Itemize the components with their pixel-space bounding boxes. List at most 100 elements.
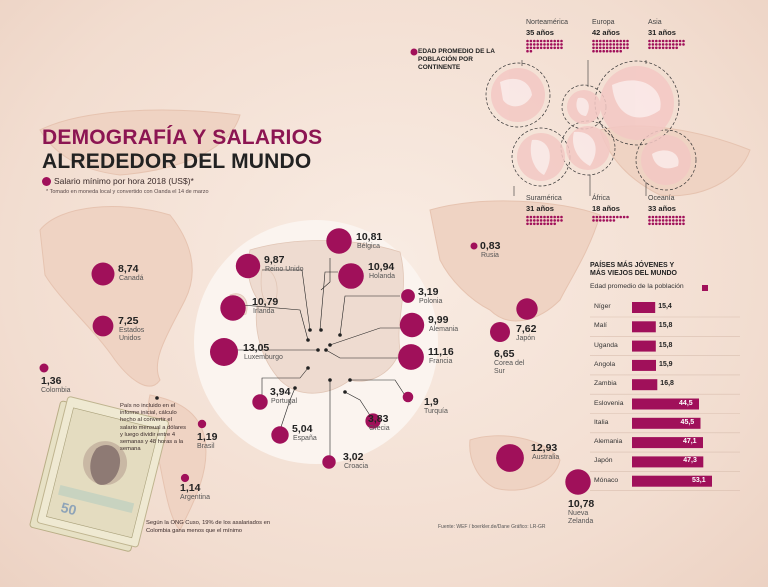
age-dot-europa <box>602 46 605 50</box>
country-name-nueva-zelanda: Nueva Zelanda <box>568 510 594 525</box>
age-dot-norteamerica <box>546 43 550 46</box>
age-dot-norteamerica <box>526 39 529 43</box>
age-dot-oceania <box>651 219 655 222</box>
age-dot-europa <box>612 49 616 53</box>
continent-age-norteamerica: 35 años <box>526 28 554 37</box>
age-dot-europa <box>616 39 619 43</box>
age-dot-suramerica <box>536 215 539 219</box>
bar-zambia <box>632 379 658 391</box>
age-dot-oceania <box>658 222 661 226</box>
age-dot-suramerica <box>543 215 546 219</box>
age-dot-asia <box>651 39 655 43</box>
age-pictograms <box>526 39 685 226</box>
bar-category-mali: Malí <box>594 322 607 330</box>
age-dot-norteamerica <box>533 39 536 43</box>
age-dot-europa <box>595 49 599 53</box>
age-dot-asia <box>648 43 651 46</box>
country-name-holanda: Holanda <box>369 273 396 280</box>
age-dot-norteamerica <box>556 39 560 43</box>
age-dot-europa <box>616 49 619 53</box>
bar-value-niger: 15,4 <box>658 303 672 310</box>
age-dot-norteamerica <box>529 43 533 46</box>
age-dot-suramerica <box>539 222 543 226</box>
age-dot-africa <box>595 215 599 219</box>
age-dot-norteamerica <box>556 43 560 46</box>
bar-value-alemania: 47,1 <box>682 438 697 446</box>
age-dot-africa <box>612 219 616 222</box>
age-dot-norteamerica <box>533 46 536 50</box>
bubble-reino-unido <box>235 253 261 279</box>
age-dot-norteamerica <box>553 43 556 46</box>
country-name-turquia: Turquía <box>424 408 448 415</box>
age-dot-norteamerica <box>539 39 543 43</box>
age-dot-oceania <box>668 215 672 219</box>
age-dot-norteamerica <box>529 39 533 43</box>
salary-value-espana: 5,04 <box>292 423 313 435</box>
age-dot-asia <box>655 39 658 43</box>
age-dot-asia <box>668 43 672 46</box>
age-dot-oceania <box>648 219 651 222</box>
age-dot-oceania <box>665 215 668 219</box>
age-dot-oceania <box>661 215 665 219</box>
continent-age-asia: 31 años <box>648 28 676 37</box>
age-dot-suramerica <box>533 219 536 222</box>
age-dot-europa <box>599 39 602 43</box>
bubble-croacia <box>322 455 336 469</box>
age-dot-africa <box>605 219 609 222</box>
age-dot-asia <box>678 39 682 43</box>
bar-value-zambia: 16,8 <box>660 380 674 388</box>
bar-value-monaco: 53,1 <box>692 476 706 484</box>
salary-value-grecia: 3,83 <box>368 413 389 425</box>
salary-value-polonia: 3,19 <box>418 286 439 298</box>
salary-value-irlanda: 10,79 <box>252 296 279 308</box>
age-dot-suramerica <box>526 215 529 219</box>
age-dot-europa <box>599 46 602 50</box>
bubble-rusia <box>470 242 478 250</box>
age-dot-asia <box>661 43 665 46</box>
country-name-australia: Australia <box>532 454 560 461</box>
age-dot-europa <box>612 46 616 50</box>
age-dot-africa <box>592 215 595 219</box>
bar-monaco <box>632 475 712 487</box>
bubble-alemania <box>399 312 425 338</box>
bar-eslovenia <box>632 398 699 410</box>
age-dot-suramerica <box>556 215 560 219</box>
age-dot-asia <box>668 46 672 50</box>
age-dot-norteamerica <box>543 39 546 43</box>
age-dot-europa <box>609 49 612 53</box>
bar-category-angola: Angola <box>594 360 616 368</box>
salary-value-rusia: 0,83 <box>480 240 501 252</box>
age-dot-europa <box>609 43 612 46</box>
continent-name-africa: África <box>592 195 610 202</box>
country-name-corea-del-sur: Corea del Sur <box>494 360 525 375</box>
age-dot-europa <box>609 46 612 50</box>
salary-value-belgica: 10,81 <box>356 231 383 243</box>
age-dot-oceania <box>665 219 668 222</box>
age-dot-oceania <box>672 222 675 226</box>
age-dot-norteamerica <box>536 39 539 43</box>
age-dot-norteamerica <box>529 49 533 53</box>
age-dot-suramerica <box>553 215 556 219</box>
bar-angola <box>632 359 656 371</box>
age-dot-europa <box>602 39 605 43</box>
colombia-note: País no incluido en el informe inicial, … <box>120 403 187 453</box>
bubble-portugal <box>252 394 268 410</box>
age-dot-norteamerica <box>556 46 560 50</box>
country-name-canada: Canadá <box>119 275 144 282</box>
bar-category-niger: Níger <box>594 303 611 310</box>
age-dot-africa <box>605 215 609 219</box>
salary-value-luxemburgo: 13,05 <box>243 342 270 354</box>
age-dot-suramerica <box>560 219 563 222</box>
age-dot-europa <box>609 39 612 43</box>
age-dot-europa <box>612 43 616 46</box>
age-dot-suramerica <box>539 215 543 219</box>
age-dot-oceania <box>682 222 685 226</box>
bar-category-uganda: Uganda <box>594 341 618 349</box>
age-dot-oceania <box>672 219 675 222</box>
age-dot-oceania <box>668 219 672 222</box>
age-dot-norteamerica <box>539 43 543 46</box>
age-dot-europa <box>619 39 622 43</box>
age-dot-norteamerica <box>526 46 529 50</box>
age-dot-africa <box>609 219 612 222</box>
